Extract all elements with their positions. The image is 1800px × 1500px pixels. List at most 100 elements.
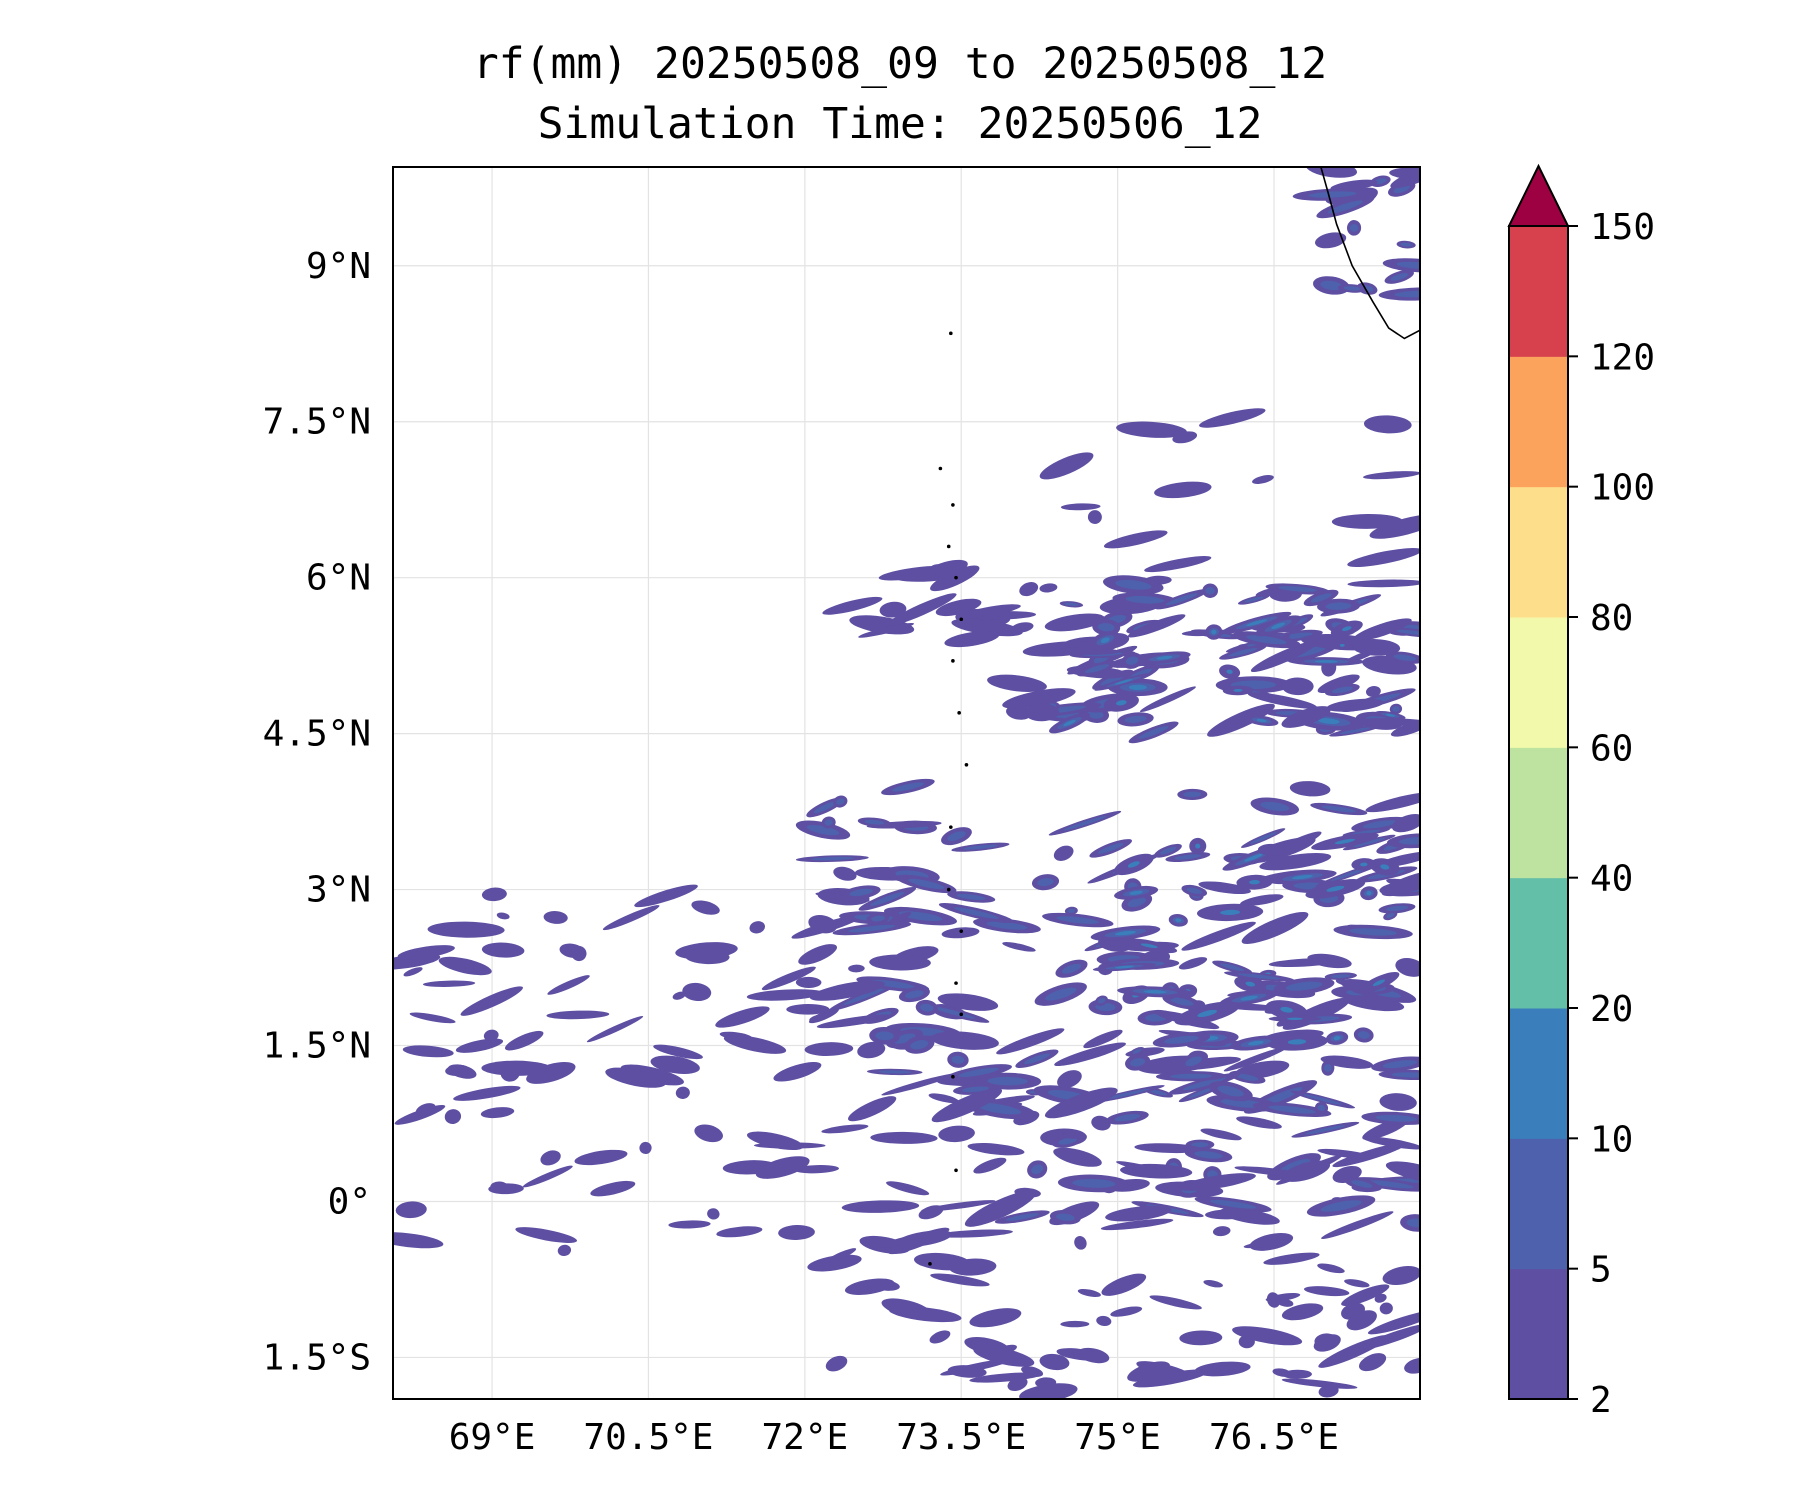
rain-contour <box>1391 813 1420 833</box>
rain-contour <box>1056 916 1100 924</box>
rain-contour <box>843 987 887 1005</box>
rain-contour <box>1318 1384 1339 1398</box>
rain-contour <box>1179 1330 1223 1346</box>
rain-contour <box>1281 1378 1358 1389</box>
rain-contour <box>1395 957 1420 977</box>
rain-contour <box>574 1149 628 1166</box>
rain-contour <box>1287 1017 1303 1020</box>
rain-contour <box>951 618 1023 637</box>
rain-contour <box>1217 1085 1244 1097</box>
rain-contour <box>1250 640 1319 672</box>
rain-contour <box>393 1232 444 1249</box>
rain-contour <box>1125 596 1165 604</box>
rain-contour <box>1321 805 1356 813</box>
rain-contour <box>1195 843 1201 849</box>
rain-contour <box>1249 832 1277 844</box>
rain-contour <box>881 1298 932 1319</box>
rain-contour <box>1039 452 1094 480</box>
colorbar-extend-arrow <box>1507 163 1570 227</box>
rain-contour <box>1396 261 1420 270</box>
rain-contour <box>1077 1288 1101 1297</box>
rain-contour <box>1037 878 1054 887</box>
rain-contour <box>444 1109 462 1124</box>
x-tick-label: 76.5°E <box>1209 1417 1339 1458</box>
rain-contour <box>1317 1148 1375 1159</box>
rain-contour <box>870 1131 938 1144</box>
rain-contour <box>1039 583 1058 593</box>
rain-contour <box>1207 703 1275 737</box>
rain-contour <box>1289 781 1331 797</box>
rain-contour <box>962 844 998 850</box>
rain-contour <box>1351 1180 1373 1188</box>
rain-contour <box>1197 1009 1217 1018</box>
rain-contour <box>1398 836 1420 845</box>
rain-contour <box>1127 1361 1170 1382</box>
rain-contour <box>1186 887 1202 894</box>
colorbar-segment <box>1509 356 1568 488</box>
island <box>951 659 955 663</box>
rain-contour <box>668 1220 711 1229</box>
rain-contour <box>1278 586 1317 592</box>
rain-contour <box>975 1102 1022 1115</box>
island <box>959 617 964 622</box>
rain-contour <box>1310 593 1332 603</box>
rain-contour <box>848 964 865 973</box>
rain-contour <box>987 674 1047 692</box>
rain-contour <box>841 1200 920 1213</box>
colorbar-label: 120 <box>1590 337 1655 378</box>
rain-contour <box>1149 1089 1168 1096</box>
rain-contour <box>1035 1377 1057 1388</box>
island <box>951 503 955 507</box>
colorbar: 2 5 10 20 40 60 80 100 120 150 <box>1507 163 1655 1421</box>
rain-contour <box>1317 1263 1345 1274</box>
rain-contour <box>1182 1077 1226 1091</box>
rain-contour <box>809 980 885 1001</box>
rain-contour <box>1057 1070 1082 1089</box>
rain-contour <box>1271 622 1285 629</box>
y-tick-label: 7.5°N <box>263 402 371 443</box>
rain-contour <box>1103 530 1168 549</box>
rain-contour <box>962 1086 989 1093</box>
rain-contour <box>1330 179 1378 192</box>
rain-contour <box>1246 635 1287 645</box>
rain-contour <box>1347 548 1420 568</box>
rain-contour <box>935 598 982 617</box>
rain-contour <box>1259 852 1332 871</box>
rain-contour <box>483 1029 499 1042</box>
rain-contour <box>1385 1161 1420 1184</box>
rain-contour <box>1116 700 1127 706</box>
rain-contour <box>1365 792 1420 813</box>
rain-contour <box>1244 853 1263 862</box>
rain-contour <box>1178 1173 1256 1191</box>
rain-contour <box>808 1008 839 1024</box>
rain-contour <box>1115 965 1135 969</box>
rain-contour <box>1130 1058 1146 1067</box>
island <box>954 1168 958 1173</box>
rain-contour <box>1263 1252 1320 1265</box>
rain-contour <box>1114 1114 1141 1122</box>
colorbar-label: 5 <box>1590 1250 1612 1291</box>
rain-contour <box>1358 1353 1387 1372</box>
rain-contour <box>496 912 510 920</box>
rain-contour <box>453 1085 521 1101</box>
rain-contour <box>460 986 523 1016</box>
island <box>954 575 958 580</box>
rain-contour <box>1005 1213 1039 1221</box>
rain-contour <box>935 1229 1013 1238</box>
india-coastline <box>1320 167 1420 340</box>
rain-contour <box>1234 1166 1310 1178</box>
rain-contour <box>1053 845 1074 861</box>
rain-contour <box>1281 706 1331 728</box>
rain-contour <box>798 944 838 965</box>
rain-contour <box>1105 1205 1172 1222</box>
rain-contour <box>773 1062 822 1082</box>
rain-contour <box>694 1124 723 1143</box>
rain-contour <box>964 1190 1036 1227</box>
rain-contour <box>804 1042 854 1056</box>
rain-contour <box>1375 1114 1418 1122</box>
rain-contour <box>1084 664 1109 674</box>
y-tick-label: 9°N <box>306 246 371 287</box>
rain-contour <box>1317 718 1340 724</box>
rain-contour <box>746 989 824 1001</box>
rain-contour <box>1317 674 1360 694</box>
